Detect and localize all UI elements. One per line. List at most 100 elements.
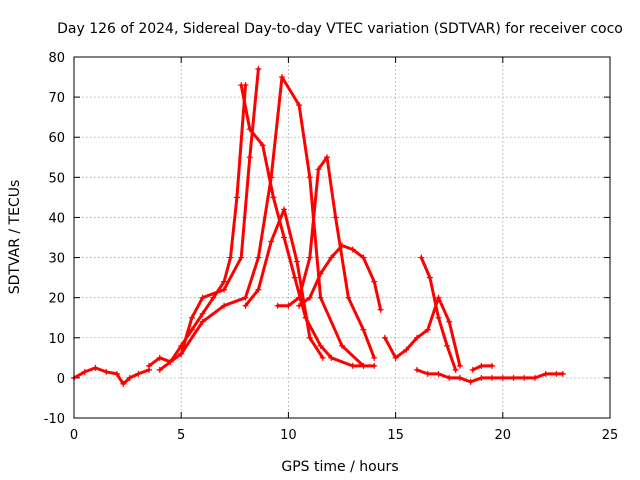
- data-point: [452, 366, 459, 373]
- data-point: [478, 374, 485, 381]
- data-point: [444, 342, 451, 349]
- x-axis-label: GPS time / hours: [281, 459, 398, 475]
- data-point: [377, 306, 384, 313]
- y-tick-label: 20: [48, 292, 65, 307]
- y-tick-label: 60: [48, 131, 65, 146]
- axis-ticks: [73, 56, 611, 419]
- data-point: [328, 354, 335, 361]
- series-arc-k: [419, 256, 458, 372]
- data-point: [306, 294, 313, 301]
- data-point: [328, 254, 335, 261]
- y-tick-label: 0: [57, 372, 65, 387]
- data-point: [103, 368, 110, 375]
- data-point: [317, 342, 324, 349]
- data-point: [178, 350, 185, 357]
- data-point: [392, 354, 399, 361]
- data-point: [489, 374, 496, 381]
- data-point: [281, 206, 288, 213]
- data-point: [339, 242, 345, 249]
- data-point: [317, 270, 324, 277]
- data-point: [227, 254, 234, 261]
- data-point: [510, 374, 517, 381]
- data-point: [120, 380, 127, 387]
- data-point: [323, 154, 330, 161]
- data-point: [278, 74, 285, 81]
- data-point: [291, 274, 298, 281]
- y-tick-label: -10: [44, 412, 65, 427]
- data-point: [499, 374, 506, 381]
- series-arc-c: [158, 67, 260, 372]
- data-point: [414, 366, 421, 373]
- x-tick-labels: 0 5 10 15 20 25: [70, 428, 618, 443]
- data-point: [156, 354, 163, 361]
- data-point: [360, 254, 367, 261]
- y-tick-label: 30: [48, 252, 65, 267]
- data-point: [435, 314, 442, 321]
- data-point: [188, 314, 195, 321]
- data-point: [456, 374, 463, 381]
- y-axis-label: SDTVAR / TECUs: [7, 180, 23, 295]
- data-point: [156, 366, 163, 373]
- data-point: [542, 370, 549, 377]
- data-point: [92, 364, 99, 371]
- y-tick-label: 80: [48, 51, 65, 66]
- data-point: [469, 366, 476, 373]
- data-point: [199, 310, 206, 317]
- data-point: [559, 370, 566, 377]
- data-point: [246, 154, 253, 161]
- data-point: [332, 214, 339, 221]
- data-point: [360, 326, 367, 333]
- data-point: [238, 82, 245, 89]
- data-point: [381, 334, 388, 341]
- y-tick-label: 40: [48, 211, 65, 226]
- data-point: [315, 166, 322, 173]
- series-arc-i: [383, 296, 462, 368]
- x-tick-label: 15: [387, 428, 404, 443]
- data-point: [242, 294, 249, 301]
- data-point: [238, 254, 245, 261]
- chart-title: Day 126 of 2024, Sidereal Day-to-day VTE…: [57, 21, 623, 37]
- x-tick-label: 25: [602, 428, 619, 443]
- data-point: [199, 294, 206, 301]
- x-tick-label: 10: [280, 428, 297, 443]
- series-arc-d: [179, 75, 365, 368]
- data-point: [371, 354, 378, 361]
- data-point: [349, 362, 356, 369]
- data-point: [424, 326, 431, 333]
- data-point: [319, 354, 326, 361]
- data-point: [435, 294, 442, 301]
- data-point: [371, 362, 378, 369]
- data-point: [255, 66, 262, 73]
- data-point: [135, 370, 142, 377]
- data-point: [345, 294, 352, 301]
- data-point: [553, 370, 560, 377]
- data-point: [371, 278, 378, 285]
- data-point: [426, 274, 433, 281]
- data-point: [521, 374, 528, 381]
- data-point: [233, 194, 240, 201]
- y-tick-label: 10: [48, 332, 65, 347]
- data-point: [467, 378, 474, 385]
- data-point: [296, 294, 303, 301]
- data-point: [456, 362, 463, 369]
- data-point: [199, 318, 206, 325]
- data-point: [414, 334, 421, 341]
- data-point: [270, 194, 277, 201]
- data-point: [446, 318, 453, 325]
- data-point: [221, 302, 228, 309]
- grid: [74, 57, 610, 418]
- y-tick-label: 70: [48, 91, 65, 106]
- data-point: [306, 174, 313, 181]
- data-point: [435, 370, 442, 377]
- data-point: [293, 258, 300, 265]
- x-tick-label: 20: [495, 428, 512, 443]
- series-group: [71, 66, 566, 387]
- data-point: [296, 102, 303, 109]
- data-point: [418, 254, 425, 261]
- data-point: [424, 370, 431, 377]
- data-point: [285, 302, 292, 309]
- x-tick-label: 0: [70, 428, 78, 443]
- data-point: [268, 238, 275, 245]
- data-point: [489, 362, 496, 369]
